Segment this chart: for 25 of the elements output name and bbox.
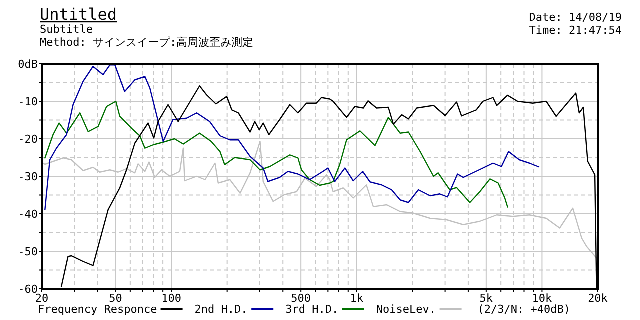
chart-title: Untitled (40, 5, 118, 24)
x-tick-label: 20 (35, 292, 49, 305)
y-tick-label: 0dB (18, 58, 38, 71)
text: (2/3/N: +40dB) (478, 303, 571, 316)
text: Date: 14/08/19 (529, 11, 622, 24)
y-tick-label: -30 (18, 170, 38, 184)
chart-subtitle: Subtitle (40, 23, 93, 36)
x-tick-label: 50 (109, 292, 122, 305)
y-tick-label: -60 (18, 283, 38, 296)
legend-label: Frequency Responce (38, 303, 158, 316)
x-tick-label: 20k (588, 292, 608, 305)
x-tick-label: 100 (162, 292, 182, 305)
legend-label: 2nd H.D. (194, 303, 248, 316)
legend-label: 3rd H.D. (286, 303, 339, 316)
text: Time: 21:47:54 (529, 24, 622, 37)
x-tick-label: 10k (532, 292, 553, 305)
x-tick-label: 5k (480, 292, 494, 305)
y-tick-label: -40 (18, 208, 38, 221)
y-tick-label: -50 (18, 246, 38, 258)
x-tick-label: 500 (291, 292, 312, 305)
x-tick-label: 1k (350, 292, 364, 305)
y-tick-label: -10 (18, 96, 38, 108)
y-tick-label: -20 (18, 133, 38, 146)
legend-label: NoiseLev. (376, 303, 436, 316)
text: Method: サインスイープ:高周波歪み測定 (40, 36, 254, 49)
